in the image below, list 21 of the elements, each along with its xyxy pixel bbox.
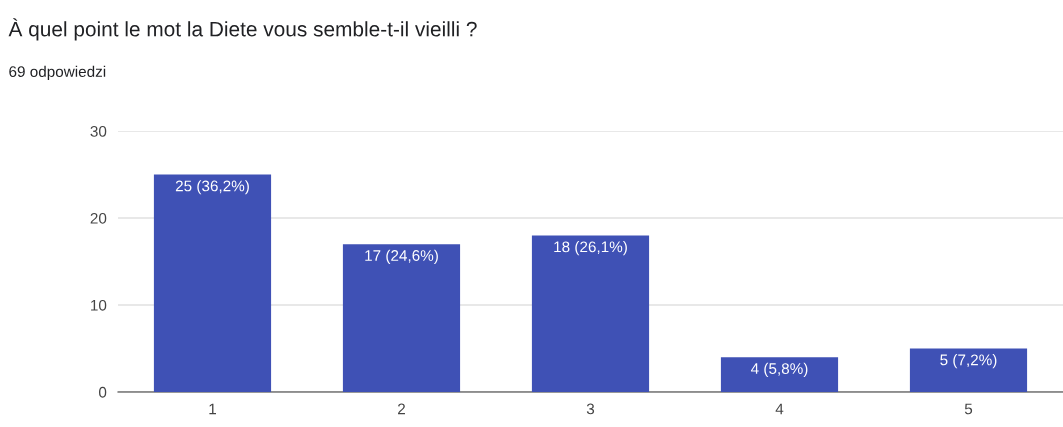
x-tick-label: 5 (964, 403, 973, 415)
bar (720, 357, 839, 392)
data-label: 18 (26,1%) (554, 241, 627, 256)
x-tick-label: 3 (586, 403, 595, 415)
x-tick-label: 4 (775, 403, 784, 415)
x-tick-label: 1 (209, 403, 216, 415)
y-tick-label: 30 (90, 125, 107, 137)
bar (342, 244, 461, 392)
y-tick-label: 20 (90, 212, 107, 224)
x-tick-label: 2 (398, 403, 405, 415)
y-tick-label: 0 (98, 386, 107, 398)
data-label: 17 (24,6%) (365, 249, 438, 264)
data-label: 4 (5,8%) (750, 362, 808, 377)
bar (909, 348, 1028, 392)
bar (531, 235, 650, 392)
chart-title: À quel point le mot la Diete vous semble-t-il vieilli ? (8, 18, 477, 41)
y-tick-label: 10 (91, 299, 107, 311)
bar (153, 174, 272, 392)
chart-subtitle: 69 odpowiedzi (9, 65, 106, 81)
data-label: 25 (36,2%) (175, 180, 249, 195)
data-label: 5 (7,2%) (940, 354, 997, 369)
